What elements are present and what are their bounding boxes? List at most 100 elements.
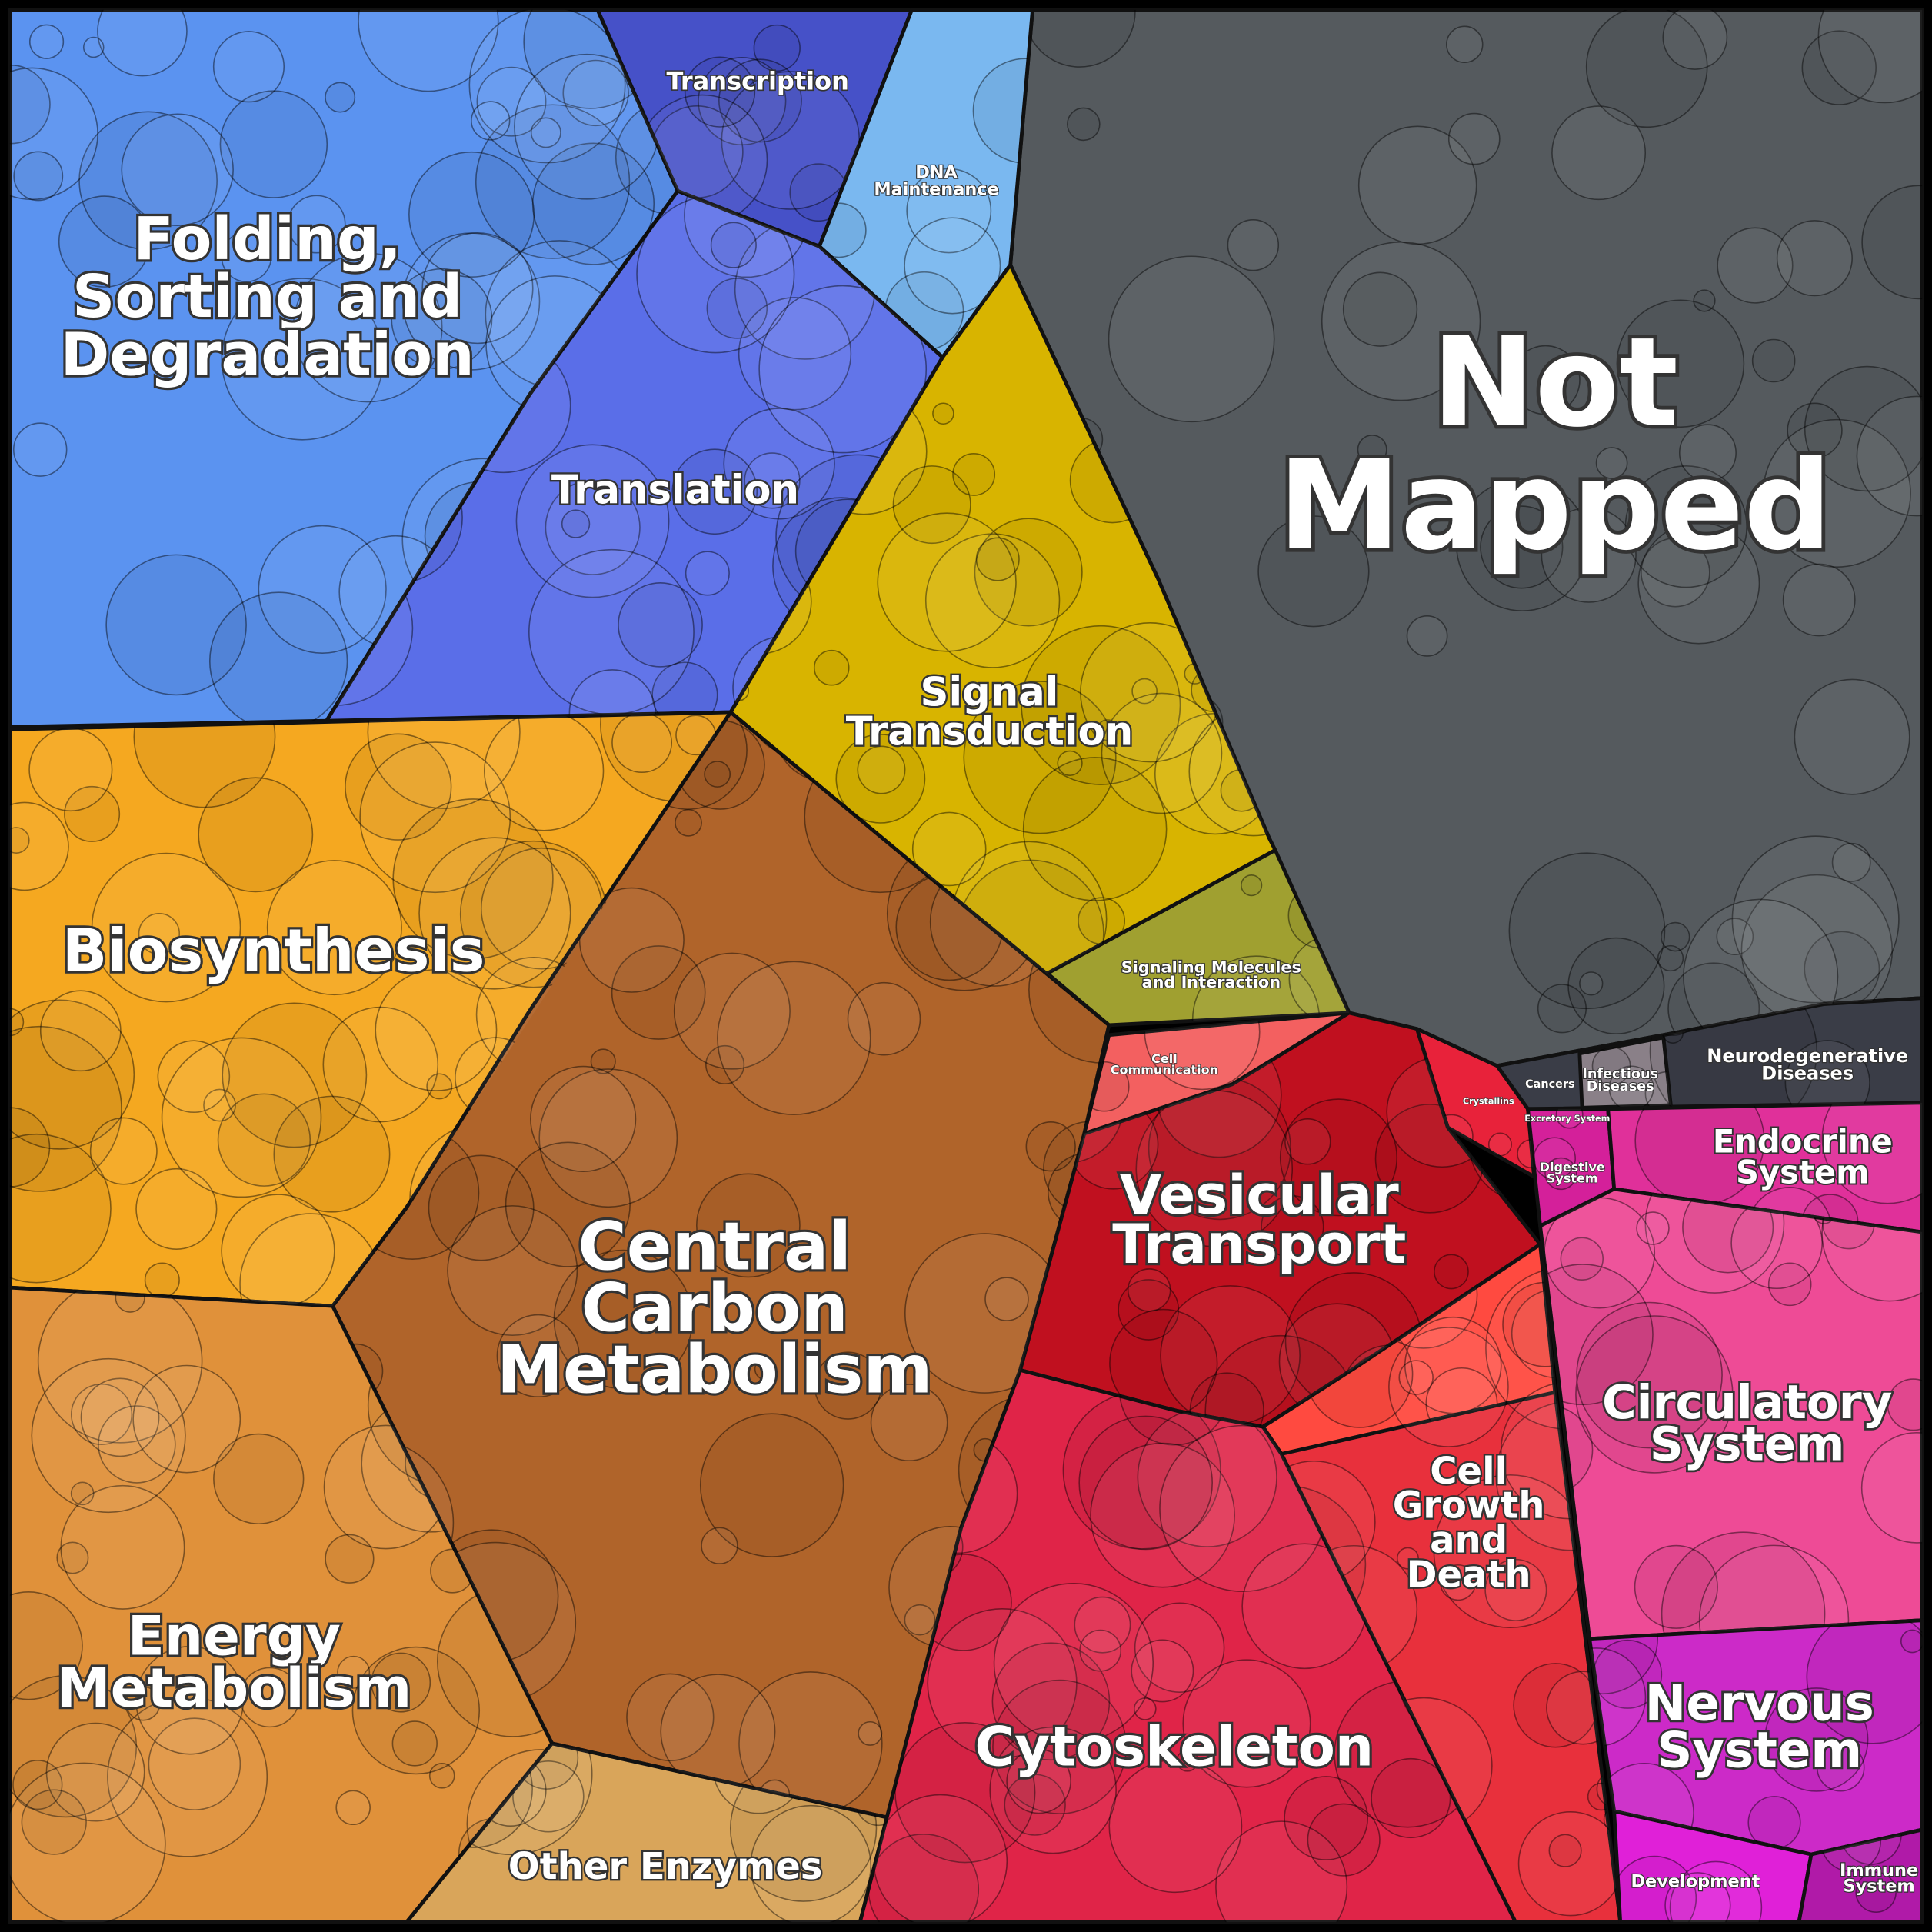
cell	[924, 533, 1061, 668]
cell	[1440, 1564, 1477, 1601]
cell	[989, 1726, 1117, 1854]
cell	[1817, 9, 1923, 104]
region-label: Cell Communication	[1111, 1051, 1218, 1077]
cell	[906, 168, 992, 254]
cell	[157, 1040, 231, 1114]
cell	[367, 711, 521, 809]
cell	[9, 999, 135, 1150]
cell	[1664, 1872, 1731, 1923]
cell	[1661, 1531, 1826, 1639]
cell	[60, 1484, 185, 1610]
label-line: System	[1547, 1171, 1598, 1185]
cell	[9, 1675, 138, 1818]
label-line: Signaling Molecules	[1121, 958, 1301, 977]
cell	[984, 1277, 1029, 1321]
label-line: Growth	[1393, 1484, 1545, 1527]
cell	[675, 808, 702, 837]
cell	[1560, 1237, 1604, 1281]
cell	[31, 1357, 186, 1514]
cell	[1135, 1089, 1294, 1247]
cell	[698, 56, 787, 146]
cell	[963, 681, 1117, 834]
cell	[221, 232, 272, 282]
cell	[1284, 1118, 1331, 1165]
label-line: Carbon	[581, 1270, 848, 1347]
cell	[484, 711, 605, 831]
cell	[927, 1607, 1078, 1759]
cell	[148, 1717, 242, 1811]
cell	[1508, 852, 1666, 1010]
cell	[1517, 1810, 1621, 1917]
cell	[1307, 1803, 1381, 1877]
cell	[287, 195, 346, 254]
cell	[1801, 30, 1877, 105]
label-line: System	[1657, 1723, 1862, 1780]
region-label: Other Enzymes	[508, 1845, 823, 1888]
cell	[706, 278, 768, 339]
cell	[1637, 521, 1760, 645]
cell	[1762, 418, 1911, 568]
cell	[705, 1044, 745, 1085]
cell	[538, 1068, 678, 1208]
cell	[1357, 435, 1387, 465]
cell	[496, 1314, 580, 1398]
cell	[258, 525, 387, 654]
cell	[9, 827, 30, 854]
cell	[78, 111, 218, 251]
cell	[1067, 107, 1101, 142]
cell	[391, 268, 493, 370]
label-line: Metabolism	[57, 1657, 412, 1720]
region-label: Not Mapped	[1278, 310, 1832, 577]
cell	[1784, 1040, 1870, 1109]
cell	[1078, 897, 1126, 945]
cell	[71, 1383, 133, 1445]
cell	[239, 1667, 300, 1728]
cell	[222, 1002, 368, 1148]
cell	[530, 1065, 637, 1172]
region-label: Signal Transduction	[846, 669, 1134, 754]
region-infectious	[1577, 1035, 1673, 1110]
label-line: Cell	[1430, 1450, 1507, 1493]
cell	[904, 217, 1001, 315]
cell	[28, 24, 65, 59]
region-circulatory	[1538, 1187, 1924, 1641]
cell	[217, 1093, 311, 1187]
label-line: DNA	[915, 162, 958, 182]
label-line: Folding,	[133, 205, 401, 273]
cell	[611, 945, 706, 1040]
cell	[1660, 921, 1690, 952]
cell	[562, 59, 629, 127]
cell	[266, 860, 402, 996]
cell	[1716, 918, 1754, 955]
cell	[408, 151, 535, 278]
cell	[428, 1762, 455, 1789]
cell	[835, 733, 926, 824]
cell	[1261, 1194, 1324, 1259]
cell	[1101, 692, 1223, 814]
cell	[1480, 505, 1564, 589]
cell	[1446, 25, 1484, 63]
region-cytoskeleton	[858, 1368, 1517, 1924]
region-immune	[1797, 1827, 1924, 1924]
cell	[1025, 1121, 1076, 1172]
cell	[45, 1722, 145, 1822]
cell	[814, 1351, 882, 1420]
cell	[975, 537, 1020, 581]
cell	[292, 252, 443, 403]
cell	[750, 1804, 872, 1923]
cell	[1678, 424, 1737, 482]
label-line: Vesicular	[1120, 1164, 1399, 1227]
cell	[273, 1095, 391, 1213]
label-line: Cell	[1151, 1051, 1178, 1066]
cell	[744, 452, 801, 509]
label-line: Death	[1407, 1553, 1531, 1596]
cell	[992, 1679, 1128, 1814]
cell	[673, 952, 791, 1070]
cell	[1434, 1254, 1469, 1290]
cell	[12, 422, 68, 477]
cell	[9, 1591, 83, 1700]
cell	[37, 1287, 203, 1444]
label-line: Transport	[1112, 1213, 1406, 1276]
cell	[28, 728, 113, 812]
cell	[1636, 1211, 1670, 1245]
